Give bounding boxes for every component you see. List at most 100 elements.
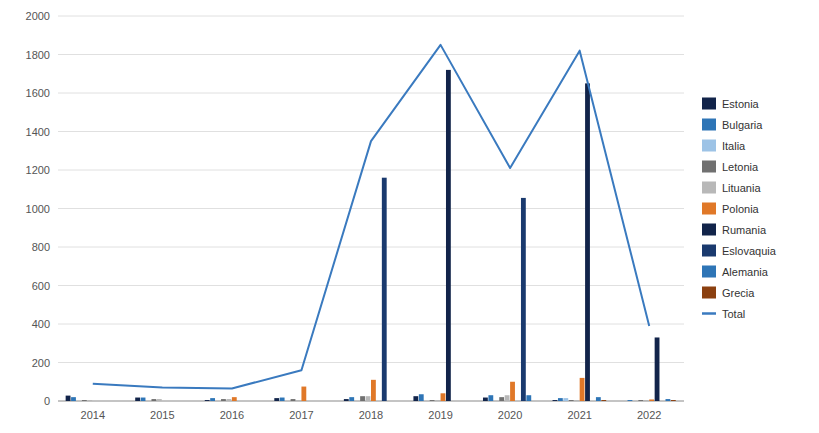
legend-swatch bbox=[702, 266, 716, 278]
bar bbox=[71, 397, 76, 401]
bar bbox=[580, 378, 585, 401]
bar bbox=[109, 401, 114, 402]
x-tick-label: 2022 bbox=[637, 409, 661, 421]
bar bbox=[553, 400, 558, 401]
bar bbox=[280, 398, 285, 401]
bar-series bbox=[232, 378, 654, 401]
bar bbox=[232, 397, 237, 401]
bar bbox=[162, 401, 167, 402]
legend-label: Total bbox=[722, 308, 745, 320]
legend-swatch bbox=[702, 119, 716, 131]
bar bbox=[146, 401, 151, 402]
legend-swatch bbox=[702, 140, 716, 152]
bar bbox=[168, 401, 173, 402]
grid-line bbox=[58, 285, 684, 286]
x-tick-label: 2015 bbox=[150, 409, 174, 421]
bar bbox=[569, 400, 574, 401]
bar-series bbox=[87, 395, 648, 401]
bar bbox=[104, 401, 109, 402]
bar bbox=[98, 401, 103, 402]
bar bbox=[318, 401, 323, 402]
bar bbox=[254, 401, 259, 402]
grid-line bbox=[58, 54, 684, 55]
bar bbox=[638, 400, 643, 401]
bar bbox=[532, 401, 537, 402]
y-tick-label: 1200 bbox=[26, 164, 50, 176]
bar-series bbox=[82, 396, 643, 401]
bar-series bbox=[71, 394, 632, 401]
bar bbox=[516, 401, 521, 402]
bar bbox=[413, 396, 418, 401]
bar bbox=[66, 396, 71, 401]
x-tick-label: 2021 bbox=[567, 409, 591, 421]
bar bbox=[521, 198, 526, 401]
x-axis: 201420152016201720182019202020212022 bbox=[81, 409, 662, 421]
bar bbox=[274, 398, 279, 401]
bar bbox=[633, 401, 638, 402]
bar bbox=[296, 400, 301, 401]
bar bbox=[483, 398, 488, 401]
legend-swatch bbox=[702, 287, 716, 299]
bar bbox=[237, 401, 242, 402]
bar bbox=[462, 401, 467, 402]
x-tick-label: 2019 bbox=[428, 409, 452, 421]
legend-swatch bbox=[702, 182, 716, 194]
legend-swatch bbox=[702, 203, 716, 215]
plot-area bbox=[66, 45, 676, 401]
bar bbox=[457, 401, 462, 402]
y-tick-label: 0 bbox=[44, 395, 50, 407]
bar bbox=[344, 399, 349, 401]
bar bbox=[494, 401, 499, 402]
bar bbox=[371, 380, 376, 401]
bar bbox=[558, 398, 563, 401]
legend-swatch bbox=[702, 224, 716, 236]
bar bbox=[82, 400, 87, 401]
legend-label: Eslovaquia bbox=[722, 245, 777, 257]
bar bbox=[285, 401, 290, 402]
legend-swatch bbox=[702, 245, 716, 257]
line bbox=[93, 45, 649, 389]
legend-label: Rumania bbox=[722, 224, 767, 236]
bar bbox=[77, 401, 82, 402]
bar bbox=[499, 397, 504, 401]
bar bbox=[622, 401, 627, 402]
bar bbox=[601, 400, 606, 401]
bar bbox=[430, 400, 435, 401]
bar bbox=[301, 387, 306, 401]
bar bbox=[382, 178, 387, 401]
grid-line bbox=[58, 131, 684, 132]
y-tick-label: 800 bbox=[32, 241, 50, 253]
legend-swatch bbox=[702, 98, 716, 110]
bar bbox=[323, 401, 328, 402]
bar bbox=[210, 398, 215, 401]
bar bbox=[451, 401, 456, 402]
bar-series bbox=[66, 396, 558, 401]
y-tick-label: 2000 bbox=[26, 10, 50, 22]
y-tick-label: 1400 bbox=[26, 126, 50, 138]
bar bbox=[205, 400, 210, 401]
bar bbox=[173, 401, 178, 402]
x-tick-label: 2016 bbox=[220, 409, 244, 421]
bar bbox=[655, 337, 660, 401]
bar bbox=[424, 401, 429, 402]
bar bbox=[184, 401, 189, 402]
y-tick-label: 400 bbox=[32, 318, 50, 330]
bar bbox=[510, 382, 515, 401]
grid-line bbox=[58, 170, 684, 171]
bar bbox=[360, 396, 365, 401]
y-tick-label: 1600 bbox=[26, 87, 50, 99]
bar bbox=[591, 401, 596, 402]
legend-label: Grecia bbox=[722, 287, 755, 299]
chart: 0200400600800100012001400160018002000201… bbox=[0, 0, 819, 433]
bar bbox=[644, 400, 649, 401]
x-tick-label: 2018 bbox=[359, 409, 383, 421]
bar bbox=[312, 401, 317, 402]
bar bbox=[349, 397, 354, 401]
bar bbox=[243, 401, 248, 402]
bar bbox=[179, 401, 184, 402]
bar bbox=[505, 395, 510, 401]
legend: EstoniaBulgariaItaliaLetoniaLituaniaPolo… bbox=[702, 98, 777, 320]
legend-label: Estonia bbox=[722, 98, 760, 110]
bar bbox=[366, 396, 371, 401]
bar-series bbox=[446, 70, 659, 401]
